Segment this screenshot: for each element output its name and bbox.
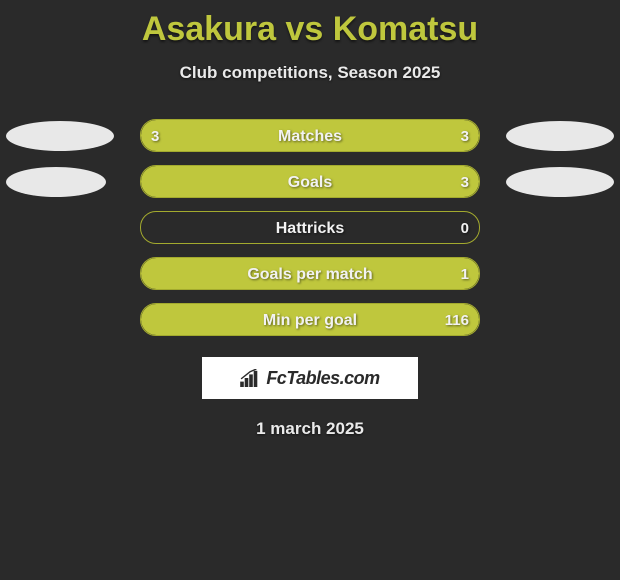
stat-label: Matches bbox=[141, 120, 479, 152]
stat-bar: 1Goals per match bbox=[140, 257, 480, 290]
bars-icon bbox=[240, 369, 262, 387]
team-ellipse-right bbox=[506, 121, 614, 151]
stat-bar: 0Hattricks bbox=[140, 211, 480, 244]
stat-bar: 3Goals bbox=[140, 165, 480, 198]
stat-label: Min per goal bbox=[141, 304, 479, 336]
stat-bar: 33Matches bbox=[140, 119, 480, 152]
page-title: Asakura vs Komatsu bbox=[0, 0, 620, 49]
page-subtitle: Club competitions, Season 2025 bbox=[0, 63, 620, 83]
stat-row: 0Hattricks bbox=[0, 209, 620, 255]
stat-row: 3Goals bbox=[0, 163, 620, 209]
date-label: 1 march 2025 bbox=[0, 419, 620, 439]
team-ellipse-left bbox=[6, 121, 114, 151]
stat-label: Goals per match bbox=[141, 258, 479, 290]
stat-row: 1Goals per match bbox=[0, 255, 620, 301]
team-ellipse-left bbox=[6, 167, 106, 197]
stat-bar: 116Min per goal bbox=[140, 303, 480, 336]
logo-text: FcTables.com bbox=[266, 368, 379, 389]
logo-box: FcTables.com bbox=[202, 357, 418, 399]
team-ellipse-right bbox=[506, 167, 614, 197]
stat-row: 33Matches bbox=[0, 117, 620, 163]
stat-row: 116Min per goal bbox=[0, 301, 620, 347]
stat-rows: 33Matches 3Goals 0Hattricks 1Goals per matc… bbox=[0, 117, 620, 347]
stat-label: Hattricks bbox=[141, 212, 479, 244]
stat-label: Goals bbox=[141, 166, 479, 198]
